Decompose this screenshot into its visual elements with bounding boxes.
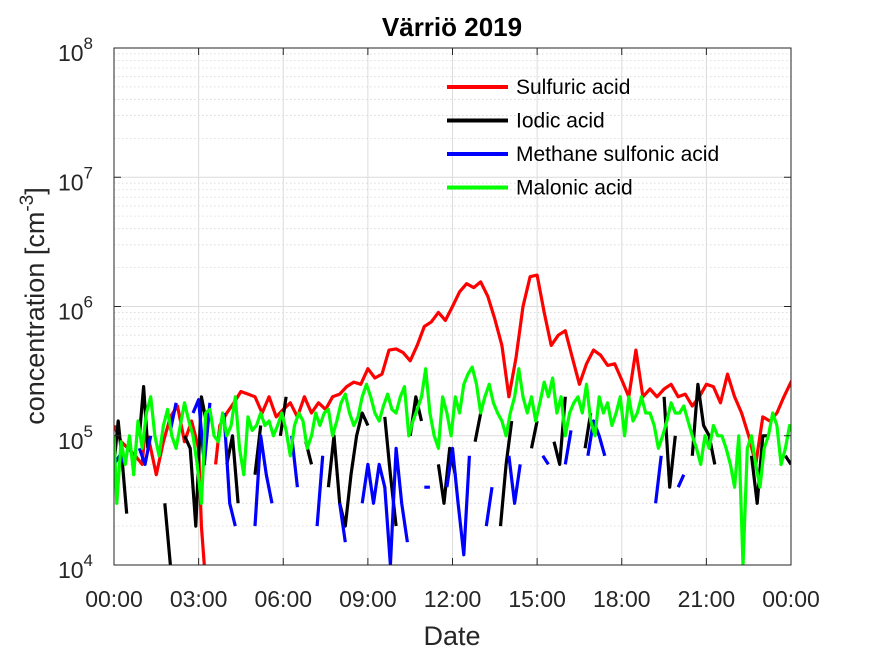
legend: Sulfuric acid Iodic acid Methane sulfonic … xyxy=(447,76,719,200)
legend-label: Methane sulfonic acid xyxy=(516,143,719,166)
y-axis-label-main: concentration [cm xyxy=(20,212,50,425)
y-tick-base: 10 xyxy=(58,557,84,583)
y-tick-base: 10 xyxy=(58,169,84,195)
legend-label: Sulfuric acid xyxy=(516,76,630,99)
x-tick-label: 00:00 xyxy=(762,586,820,612)
y-axis-label-close: ] xyxy=(20,187,50,195)
y-tick-label: 106 xyxy=(58,293,93,325)
x-tick-label: 18:00 xyxy=(593,586,651,612)
y-tick-base: 10 xyxy=(58,299,84,325)
series-line-malonic-acid xyxy=(114,365,791,565)
y-axis-label: concentration [cm-3] xyxy=(17,187,50,425)
chart-title: Värriö 2019 xyxy=(382,12,522,42)
y-tick-label: 105 xyxy=(58,422,93,454)
legend-label: Iodic acid xyxy=(516,110,605,133)
y-tick-exponent: 8 xyxy=(84,34,93,53)
x-axis-ticks: 00:00 03:00 06:00 09:00 12:00 15:00 18:00 21:00… xyxy=(85,48,820,612)
y-axis-label-exponent: -3 xyxy=(17,195,38,212)
x-tick-label: 12:00 xyxy=(424,586,482,612)
y-tick-exponent: 7 xyxy=(84,163,93,182)
x-tick-label: 03:00 xyxy=(170,586,228,612)
y-tick-label: 108 xyxy=(58,34,93,66)
y-tick-base: 10 xyxy=(58,428,84,454)
x-axis-label: Date xyxy=(423,621,480,651)
x-tick-label: 09:00 xyxy=(339,586,397,612)
x-tick-label: 06:00 xyxy=(254,586,312,612)
x-tick-label: 15:00 xyxy=(508,586,566,612)
y-tick-exponent: 4 xyxy=(84,551,93,570)
series-layer xyxy=(114,273,791,565)
y-tick-exponent: 6 xyxy=(84,293,93,312)
legend-label: Malonic acid xyxy=(516,177,633,200)
x-tick-label: 21:00 xyxy=(678,586,736,612)
y-tick-label: 104 xyxy=(58,551,93,583)
x-tick-label: 00:00 xyxy=(85,586,143,612)
y-tick-label: 107 xyxy=(58,163,93,195)
y-tick-base: 10 xyxy=(58,40,84,66)
y-tick-exponent: 5 xyxy=(84,422,93,441)
